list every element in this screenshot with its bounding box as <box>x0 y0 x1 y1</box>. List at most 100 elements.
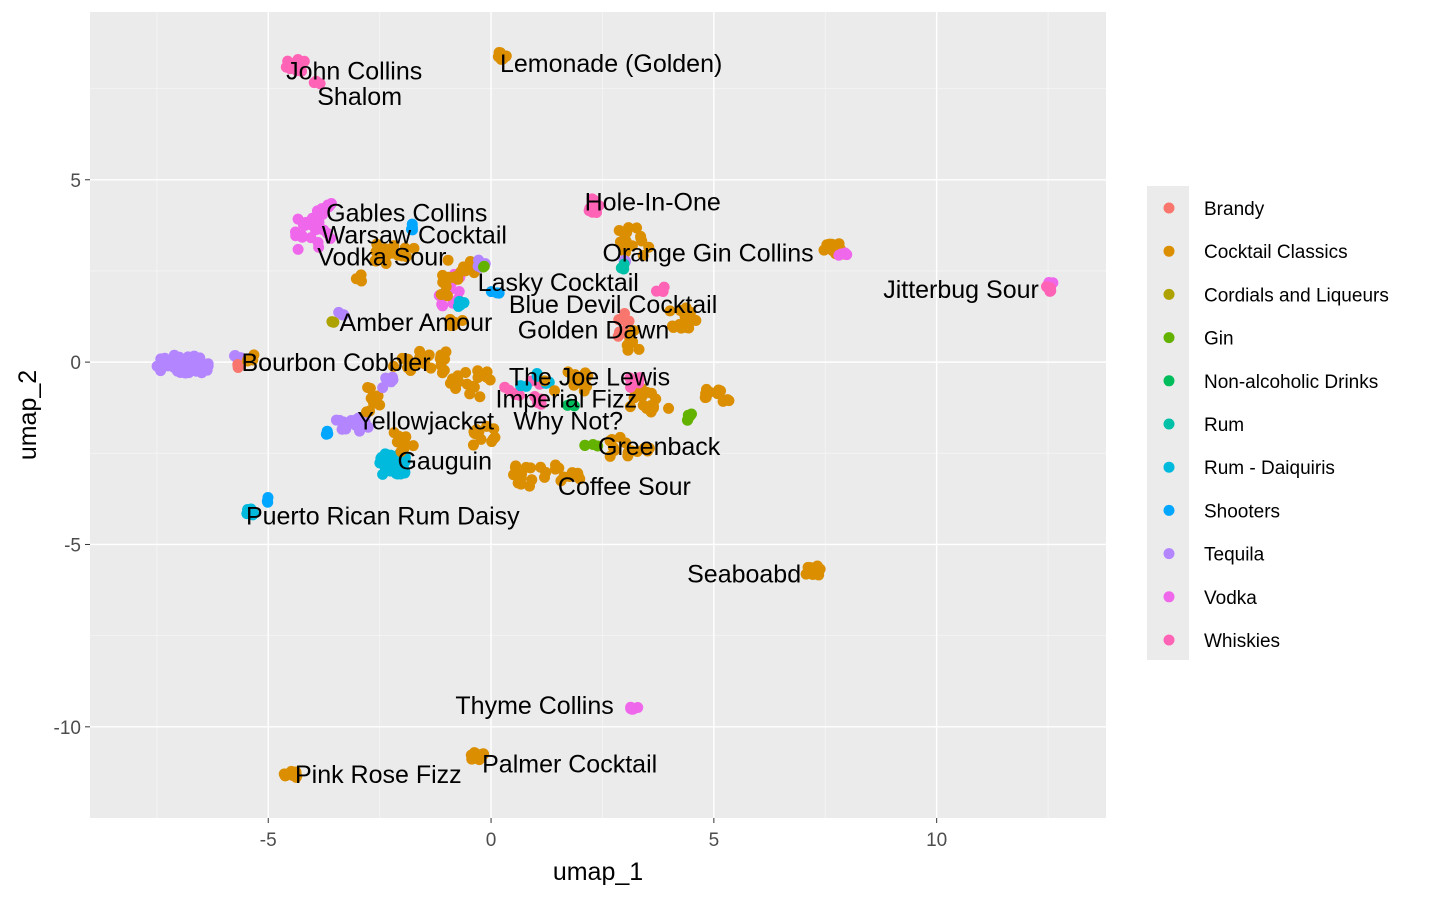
legend: Brandy Cocktail Classics Cordials and Liqu… <box>1147 186 1389 660</box>
point-label: Orange Gin Collins <box>602 240 813 268</box>
data-point <box>621 226 633 238</box>
legend-label: Tequila <box>1204 545 1265 566</box>
data-point <box>510 460 522 472</box>
data-point <box>156 355 168 367</box>
point-label: Golden Dawn <box>518 316 669 344</box>
data-point <box>618 263 630 275</box>
data-point <box>323 201 335 213</box>
data-point <box>467 380 479 392</box>
data-point <box>324 232 336 244</box>
data-point <box>647 402 659 414</box>
point-label: Seaboabd <box>687 561 801 589</box>
point-label: The Joe Lewis <box>509 364 670 392</box>
data-point <box>579 440 591 452</box>
data-point <box>321 425 333 437</box>
point-label: Amber Amour <box>340 309 493 337</box>
data-point <box>408 242 420 254</box>
data-point <box>382 374 394 386</box>
data-point <box>512 477 524 489</box>
data-point <box>625 701 637 713</box>
point-label: Gauguin <box>397 448 492 476</box>
data-point <box>624 401 636 413</box>
data-point <box>713 384 725 396</box>
legend-label: Gin <box>1204 329 1234 350</box>
legend-swatch <box>1163 288 1175 300</box>
data-point <box>805 562 817 574</box>
data-point <box>468 425 480 437</box>
data-point <box>524 462 536 474</box>
data-point <box>472 365 484 377</box>
legend-swatch <box>1163 591 1175 603</box>
data-point <box>467 439 479 451</box>
data-point <box>622 344 634 356</box>
data-point <box>627 336 639 348</box>
y-tick-label: -5 <box>64 535 81 556</box>
legend-swatch <box>1163 504 1175 516</box>
data-point <box>437 300 449 312</box>
data-point <box>439 353 451 365</box>
data-point <box>485 286 497 298</box>
data-point <box>453 285 465 297</box>
data-point <box>721 394 733 406</box>
data-point <box>334 414 346 426</box>
legend-swatch <box>1163 375 1175 387</box>
data-point <box>297 219 309 231</box>
data-point <box>650 393 662 405</box>
data-point <box>465 749 477 761</box>
data-point <box>284 63 296 75</box>
data-point <box>407 440 419 452</box>
data-point <box>607 441 619 453</box>
data-point <box>405 223 417 235</box>
data-point <box>578 369 590 381</box>
data-point <box>365 392 377 404</box>
data-point <box>637 249 649 261</box>
data-point <box>643 442 655 454</box>
data-point <box>569 369 581 381</box>
point-label: Hole-In-One <box>585 189 721 217</box>
data-point <box>391 436 403 448</box>
data-point <box>455 299 467 311</box>
data-point <box>535 461 547 473</box>
legend-swatch <box>1163 548 1175 560</box>
data-point <box>447 271 459 283</box>
data-point <box>361 406 373 418</box>
data-point <box>814 563 826 575</box>
data-point <box>682 414 694 426</box>
data-point <box>194 352 206 364</box>
data-point <box>681 322 693 334</box>
legend-label: Rum <box>1204 415 1244 436</box>
point-label: Bourbon Cobbler <box>242 349 431 377</box>
data-point <box>625 381 637 393</box>
data-point <box>364 382 376 394</box>
data-point <box>839 247 851 259</box>
data-point <box>572 467 584 479</box>
data-point <box>193 365 205 377</box>
data-point <box>515 380 527 392</box>
data-point <box>487 433 499 445</box>
x-axis-title: umap_1 <box>553 858 643 886</box>
data-point <box>535 393 547 405</box>
point-label: Jitterbug Sour <box>883 276 1039 304</box>
point-label: Imperial Fizz <box>496 386 638 414</box>
data-point <box>370 255 382 267</box>
point-label: Warsaw Cocktail <box>322 221 507 249</box>
data-point <box>185 352 197 364</box>
point-label: Puerto Rican Rum Daisy <box>246 502 520 530</box>
data-point <box>242 354 254 366</box>
data-point <box>620 437 632 449</box>
data-point <box>396 352 408 364</box>
legend-swatch <box>1163 245 1175 257</box>
legend-swatch <box>1163 461 1175 473</box>
data-point <box>380 257 392 269</box>
data-point <box>622 450 634 462</box>
data-point <box>474 391 486 403</box>
point-label: Pink Rose Fizz <box>295 761 462 789</box>
data-point <box>478 260 490 272</box>
legend-label: Brandy <box>1204 199 1265 220</box>
data-point <box>663 402 675 414</box>
data-point <box>406 361 418 373</box>
data-point <box>180 367 192 379</box>
data-point <box>392 458 404 470</box>
